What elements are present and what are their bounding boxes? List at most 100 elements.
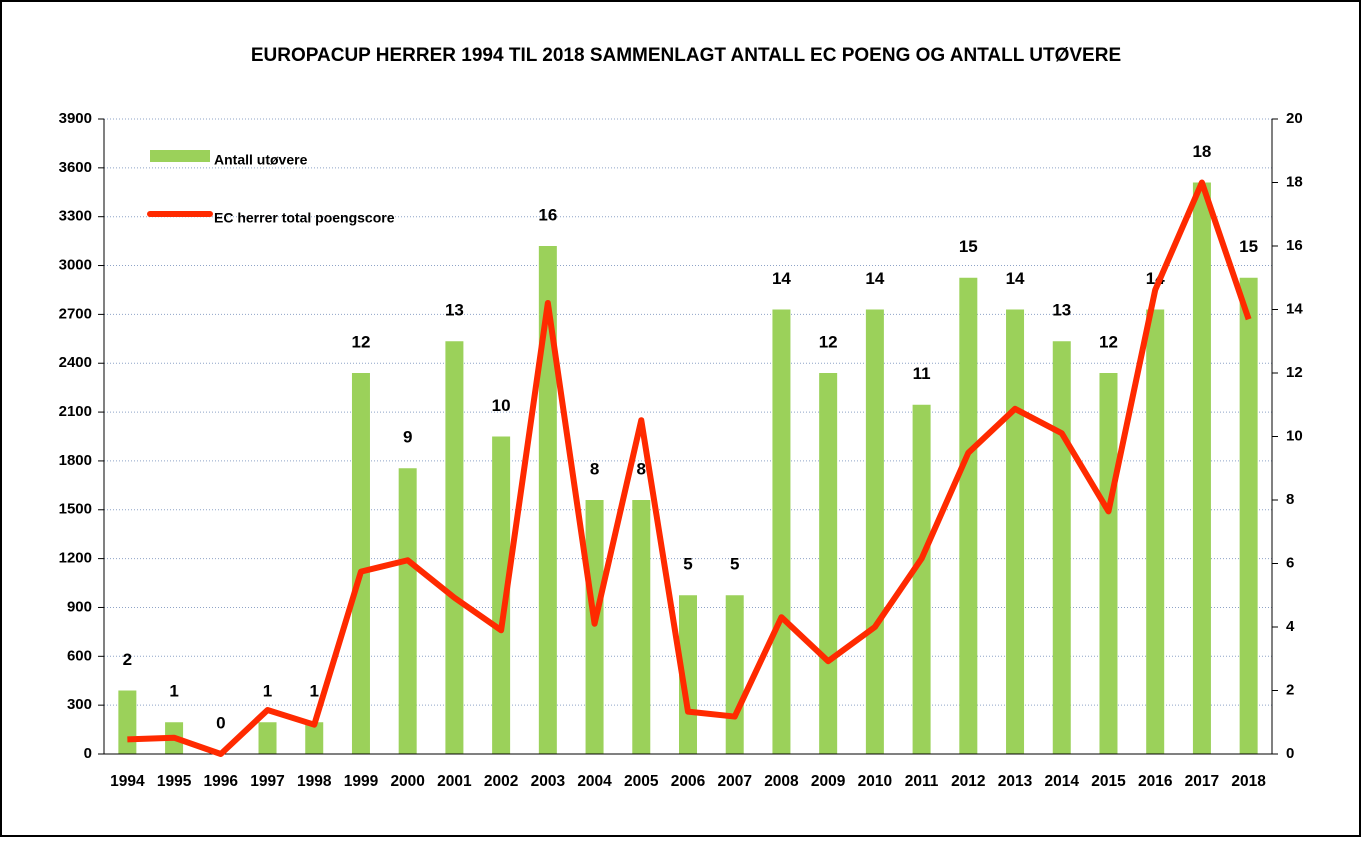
bar [305, 722, 324, 754]
y2-tick-label: 0 [1286, 745, 1294, 762]
data-label: 1 [169, 682, 178, 701]
data-label: 8 [637, 459, 646, 478]
bar [632, 500, 651, 754]
x-tick-label: 1999 [344, 773, 379, 790]
y-tick-label: 2100 [59, 403, 92, 420]
y-tick-label: 300 [67, 696, 92, 713]
data-label: 8 [590, 459, 599, 478]
legend-label: Antall utøvere [214, 152, 308, 168]
bar [258, 722, 277, 754]
bar [865, 309, 884, 754]
x-tick-label: 1994 [110, 773, 145, 790]
data-label: 12 [819, 332, 838, 351]
data-label: 15 [1239, 237, 1258, 256]
bar [725, 595, 744, 754]
data-label: 18 [1192, 142, 1211, 161]
legend-label: EC herrer total poengscore [214, 210, 395, 226]
x-tick-label: 2010 [858, 773, 892, 790]
x-tick-label: 2014 [1045, 773, 1080, 790]
y-tick-label: 1200 [59, 550, 92, 567]
bar [398, 468, 417, 754]
y2-tick-label: 4 [1286, 618, 1295, 635]
line [127, 179, 1252, 757]
bar [772, 309, 791, 754]
x-tick-label: 2012 [951, 773, 985, 790]
y-tick-label: 2700 [59, 305, 92, 322]
y2-tick-label: 10 [1286, 427, 1303, 444]
y2-tick-label: 16 [1286, 237, 1303, 254]
bar [819, 373, 838, 754]
bar [538, 246, 557, 754]
x-tick-label: 2017 [1185, 773, 1219, 790]
x-tick-label: 1996 [204, 773, 239, 790]
x-tick-label: 2000 [390, 773, 424, 790]
y2-tick-label: 18 [1286, 173, 1303, 190]
x-tick-label: 2003 [531, 773, 566, 790]
data-label: 5 [683, 555, 692, 574]
data-label: 1 [310, 682, 319, 701]
bar [1192, 182, 1211, 754]
x-tick-label: 2007 [717, 773, 751, 790]
x-tick-label: 2013 [998, 773, 1033, 790]
y2-tick-label: 2 [1286, 681, 1294, 698]
bar [959, 277, 978, 754]
data-label: 2 [123, 650, 132, 669]
y-tick-label: 2400 [59, 354, 92, 371]
bar [1146, 309, 1165, 754]
y2-tick-label: 6 [1286, 554, 1294, 571]
bar [1052, 341, 1071, 754]
data-label: 14 [865, 269, 884, 288]
data-label: 16 [538, 205, 557, 224]
bar [445, 341, 464, 754]
data-label: 15 [959, 237, 978, 256]
y-tick-label: 3900 [59, 110, 92, 127]
data-label: 14 [1006, 269, 1025, 288]
bar [1239, 277, 1258, 754]
y2-tick-label: 14 [1286, 300, 1303, 317]
data-label: 12 [1099, 332, 1118, 351]
x-tick-label: 2018 [1231, 773, 1266, 790]
x-tick-label: 2016 [1138, 773, 1173, 790]
y-tick-label: 3300 [59, 208, 92, 225]
y-tick-label: 900 [67, 598, 92, 615]
chart-title: EUROPACUP HERRER 1994 TIL 2018 SAMMENLAG… [251, 45, 1121, 66]
data-label: 5 [730, 555, 739, 574]
x-tick-label: 2009 [811, 773, 846, 790]
data-label: 0 [216, 713, 225, 732]
x-tick-label: 1997 [250, 773, 284, 790]
y-tick-label: 600 [67, 647, 92, 664]
bar [1099, 373, 1118, 754]
y2-tick-label: 12 [1286, 364, 1303, 381]
x-tick-label: 2008 [764, 773, 799, 790]
x-tick-label: 2005 [624, 773, 659, 790]
x-tick-label: 2006 [671, 773, 706, 790]
bar [912, 404, 931, 754]
x-tick-label: 2015 [1091, 773, 1126, 790]
data-label: 13 [445, 301, 464, 320]
bar [492, 436, 511, 754]
y-tick-label: 3000 [59, 257, 92, 274]
legend-swatch [150, 150, 210, 162]
data-label: 11 [913, 364, 931, 383]
y2-tick-label: 20 [1286, 110, 1303, 127]
bar [1006, 309, 1025, 754]
x-tick-label: 2001 [437, 773, 472, 790]
y-tick-label: 1500 [59, 501, 92, 518]
y-tick-label: 0 [84, 745, 92, 762]
data-label: 13 [1052, 301, 1071, 320]
data-label: 12 [351, 332, 370, 351]
y2-tick-label: 8 [1286, 491, 1294, 508]
data-label: 10 [492, 396, 511, 415]
y-tick-label: 1800 [59, 452, 92, 469]
x-tick-label: 1998 [297, 773, 332, 790]
x-tick-label: 1995 [157, 773, 192, 790]
bar [118, 690, 137, 754]
x-tick-label: 2011 [905, 773, 939, 790]
x-tick-label: 2002 [484, 773, 518, 790]
data-label: 9 [403, 428, 412, 447]
y-tick-label: 3600 [59, 159, 92, 176]
data-label: 14 [772, 269, 791, 288]
data-label: 1 [263, 682, 272, 701]
x-tick-label: 2004 [577, 773, 612, 790]
